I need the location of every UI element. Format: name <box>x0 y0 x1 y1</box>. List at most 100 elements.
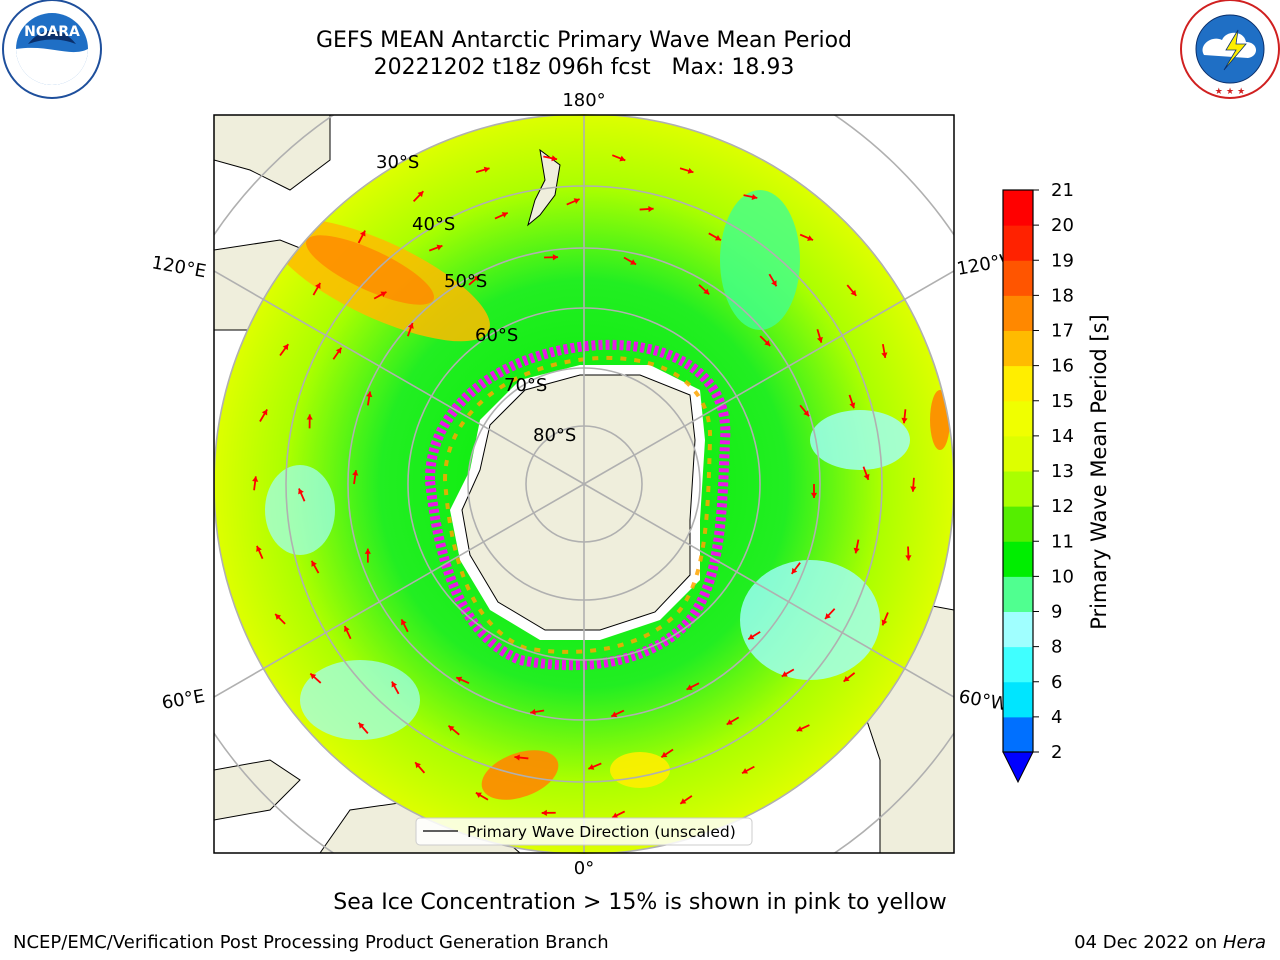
footer-date-text: 04 Dec 2022 on <box>1074 932 1223 953</box>
colorbar-block <box>1003 435 1033 472</box>
colorbar-under-triangle <box>1002 751 1034 784</box>
wave-arrow-head <box>843 675 850 682</box>
wave-arrow-head <box>391 681 398 688</box>
legend-label: Primary Wave Direction (unscaled) <box>467 823 736 841</box>
wave-arrow-head <box>850 289 857 296</box>
wave-arrow-head <box>905 555 912 561</box>
lat-label-50s: 50°S <box>444 271 487 292</box>
map-frame <box>213 114 955 854</box>
wave-arrow-head <box>415 762 421 769</box>
colorbar-tick-label: 20 <box>1051 215 1074 236</box>
wave-arrow-head <box>863 473 870 480</box>
wave-arrow-head <box>619 155 626 162</box>
wave-arrow-head <box>501 212 508 218</box>
colorbar-tick-label: 16 <box>1051 356 1074 377</box>
colorbar-tick-label: 18 <box>1051 285 1074 306</box>
wave-arrow-head <box>358 722 365 729</box>
colorbar-block <box>1003 576 1033 612</box>
wave-arrow-head <box>703 288 710 295</box>
lon-label-60e: 60°E <box>160 686 206 714</box>
wave-arrow-head <box>686 684 693 690</box>
lat-label-60s: 60°S <box>475 325 518 346</box>
wave-arrow-head <box>748 633 755 640</box>
svg-text:★ ★ ★: ★ ★ ★ <box>1215 87 1245 97</box>
colorbar-tick-label: 13 <box>1051 461 1074 482</box>
wave-arrow-head <box>611 711 618 718</box>
colorbar-block <box>1003 365 1033 402</box>
wave-arrow-head <box>714 234 721 241</box>
wave-arrow-head <box>310 673 317 680</box>
footer-host: Hera <box>1222 932 1266 953</box>
latitude-labels: 30°S 40°S 50°S 60°S 70°S 80°S <box>376 152 576 446</box>
wave-arrow-head <box>901 417 908 424</box>
colorbar-tick-label: 11 <box>1051 531 1074 552</box>
colorbar-block <box>1003 295 1033 331</box>
colorbar-block <box>1003 611 1033 648</box>
wave-arrow-head <box>298 488 304 495</box>
wave-arrow-head <box>910 486 917 492</box>
wave-arrow-head <box>311 560 317 567</box>
wave-arrow-head <box>551 155 558 162</box>
colorbar-block <box>1003 681 1033 718</box>
wave-arrow-head <box>751 193 758 201</box>
wave-arrow-head <box>849 402 856 409</box>
wave-arrow-head <box>552 254 559 261</box>
wave-arrow-head <box>352 470 359 476</box>
wave-arrow-head <box>256 545 262 552</box>
colorbar-tick-label: 2 <box>1051 742 1062 763</box>
wave-arrow-head <box>315 282 321 289</box>
lat-label-80s: 80°S <box>533 425 576 446</box>
wave-arrow-head <box>335 347 342 354</box>
colorbar-block <box>1003 225 1033 261</box>
wave-arrow-head <box>796 725 803 732</box>
wave-arrow-head <box>475 792 482 798</box>
footer-credit: NCEP/EMC/Verification Post Processing Pr… <box>13 932 609 953</box>
colorbar: 2 4 6 8 9 10 11 12 13 14 15 16 17 18 19 20 21 Primary Wa… <box>1002 180 1111 784</box>
colorbar-tick-label: 4 <box>1051 707 1062 728</box>
nws-logo: ★ ★ ★ <box>1180 0 1280 99</box>
wave-arrow-head <box>816 336 823 343</box>
colorbar-block <box>1003 716 1033 753</box>
wave-arrow-head <box>282 344 289 351</box>
wave-arrow-head <box>530 708 536 715</box>
wave-arrow-head <box>853 547 860 554</box>
wave-arrow-head <box>473 275 480 282</box>
wave-arrow-head <box>456 676 463 683</box>
sea-ice-caption: Sea Ice Concentration > 15% is shown in … <box>333 890 947 915</box>
wave-arrow-head <box>359 230 366 237</box>
wave-arrow-head <box>764 340 771 346</box>
wave-arrow-head <box>344 626 350 633</box>
wave-arrow-head <box>275 614 282 620</box>
lat-label-70s: 70°S <box>504 375 547 396</box>
wave-arrow-head <box>680 798 687 804</box>
colorbar-tick-label: 15 <box>1051 391 1074 412</box>
map-legend: Primary Wave Direction (unscaled) <box>415 817 753 846</box>
lon-label-60w: 60°W <box>957 686 1010 715</box>
wave-arrow-head <box>366 391 373 398</box>
wave-arrow-head <box>448 725 455 732</box>
wave-arrow-head <box>825 613 831 619</box>
wave-arrow-head <box>781 671 788 677</box>
wave-arrow-head <box>612 812 619 819</box>
wave-arrow-head <box>306 414 313 420</box>
wave-arrow-head <box>771 280 777 287</box>
lon-label-120e: 120°E <box>150 252 208 282</box>
lon-label-0: 0° <box>574 858 594 879</box>
colorbar-tick-label: 12 <box>1051 496 1074 517</box>
colorbar-blocks <box>1003 190 1033 753</box>
colorbar-block <box>1003 506 1033 542</box>
wave-arrow-head <box>417 191 424 198</box>
colorbar-tick-label: 17 <box>1051 321 1074 342</box>
noaa-logo-text: NOARA <box>24 24 80 40</box>
wave-arrow-head <box>588 764 595 770</box>
wave-arrow-head <box>810 492 818 498</box>
wave-arrow-head <box>436 244 443 251</box>
colorbar-tick-label: 14 <box>1051 426 1074 447</box>
colorbar-label: Primary Wave Mean Period [s] <box>1087 314 1111 630</box>
colorbar-tick-label: 6 <box>1051 672 1062 693</box>
wave-arrow-head <box>881 352 888 358</box>
noaa-logo: NOARA <box>2 0 102 99</box>
wave-arrow-head <box>687 167 694 174</box>
map-panel: 30°S 40°S 50°S 60°S 70°S 80°S 180° 0° 12… <box>150 90 1019 879</box>
